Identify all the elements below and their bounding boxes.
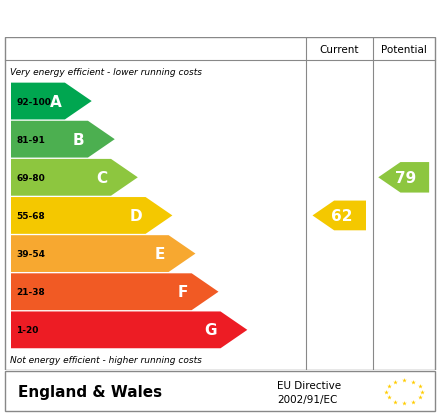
Text: 81-91: 81-91	[16, 135, 45, 144]
Polygon shape	[11, 197, 172, 234]
Polygon shape	[11, 312, 247, 349]
Text: 1-20: 1-20	[16, 325, 39, 335]
Text: 92-100: 92-100	[16, 97, 51, 106]
Text: 69-80: 69-80	[16, 173, 45, 183]
Text: Energy Efficiency Rating: Energy Efficiency Rating	[11, 9, 270, 28]
Polygon shape	[378, 163, 429, 193]
Polygon shape	[11, 121, 115, 158]
Text: A: A	[50, 94, 62, 109]
Text: Current: Current	[319, 45, 359, 55]
Polygon shape	[11, 274, 219, 310]
Text: F: F	[178, 285, 188, 299]
Text: 2002/91/EC: 2002/91/EC	[277, 394, 337, 404]
Text: Very energy efficient - lower running costs: Very energy efficient - lower running co…	[10, 67, 202, 76]
Polygon shape	[11, 235, 195, 272]
Text: EU Directive: EU Directive	[277, 380, 341, 390]
Text: B: B	[73, 132, 84, 147]
Text: E: E	[155, 247, 165, 261]
Text: Potential: Potential	[381, 45, 427, 55]
Text: 79: 79	[395, 171, 417, 185]
Text: 62: 62	[331, 209, 352, 223]
Polygon shape	[312, 201, 366, 231]
Text: G: G	[205, 323, 217, 337]
Text: 39-54: 39-54	[16, 249, 45, 259]
Text: C: C	[96, 171, 107, 185]
Text: 21-38: 21-38	[16, 287, 45, 297]
Text: D: D	[129, 209, 142, 223]
Polygon shape	[11, 159, 138, 196]
Text: Not energy efficient - higher running costs: Not energy efficient - higher running co…	[10, 355, 202, 364]
Text: England & Wales: England & Wales	[18, 384, 162, 399]
Text: 55-68: 55-68	[16, 211, 45, 221]
Polygon shape	[11, 83, 92, 120]
